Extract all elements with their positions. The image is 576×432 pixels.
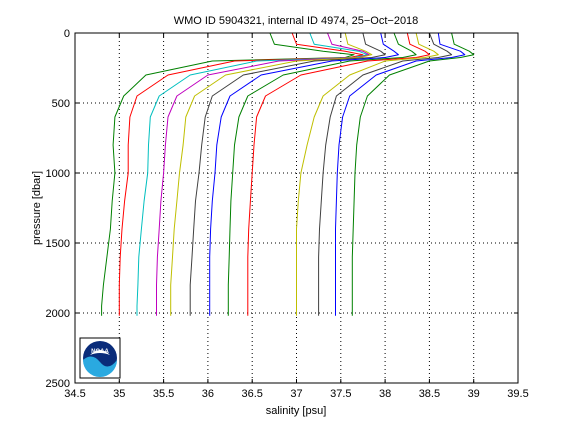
profile-line-3 bbox=[136, 32, 368, 316]
x-tick-label: 38 bbox=[379, 388, 391, 400]
profile-line-7 bbox=[209, 32, 399, 316]
x-tick-label: 38.5 bbox=[419, 388, 440, 400]
noaa-logo-wave bbox=[83, 356, 117, 377]
profile-line-11 bbox=[318, 32, 453, 316]
tick-group bbox=[74, 32, 519, 384]
y-tick-labels: 0 500 1000 1500 2000 2500 bbox=[46, 28, 70, 390]
x-tick-labels: 34.5 35 35.5 36 36.5 37 37.5 38 38.5 39 39.5 bbox=[64, 388, 528, 400]
plot-background bbox=[75, 33, 518, 383]
noaa-logo: NOAA bbox=[79, 337, 121, 379]
noaa-logo-gull bbox=[90, 350, 110, 355]
profile-line-6 bbox=[189, 32, 386, 316]
x-tick-label: 39 bbox=[468, 388, 480, 400]
x-tick-label: 37 bbox=[290, 388, 302, 400]
x-tick-label: 35 bbox=[113, 388, 125, 400]
profile-line-5 bbox=[170, 32, 373, 316]
series-group bbox=[101, 32, 475, 316]
y-tick-label: 1500 bbox=[46, 238, 70, 250]
chart-title: WMO ID 5904321, internal ID 4974, 25−Oct… bbox=[174, 15, 419, 27]
profile-line-10 bbox=[296, 32, 439, 316]
x-tick-label: 34.5 bbox=[64, 388, 85, 400]
y-tick-label: 500 bbox=[52, 98, 70, 110]
noaa-logo-text: NOAA bbox=[91, 349, 109, 355]
x-tick-label: 39.5 bbox=[507, 388, 528, 400]
y-tick-label: 2500 bbox=[46, 378, 70, 390]
profile-line-1 bbox=[101, 32, 355, 316]
x-axis-label: salinity [psu] bbox=[266, 405, 327, 417]
y-tick-label: 1000 bbox=[46, 168, 70, 180]
profile-line-8 bbox=[227, 32, 417, 316]
profile-line-2 bbox=[118, 32, 364, 316]
y-axis-label: pressure [dbar] bbox=[31, 171, 43, 245]
profile-line-13 bbox=[351, 32, 475, 316]
y-tick-label: 2000 bbox=[46, 308, 70, 320]
profile-line-9 bbox=[247, 32, 430, 316]
profile-line-4 bbox=[156, 32, 370, 316]
x-tick-label: 36 bbox=[202, 388, 214, 400]
x-tick-label: 35.5 bbox=[153, 388, 174, 400]
x-tick-label: 36.5 bbox=[241, 388, 262, 400]
profile-line-12 bbox=[335, 32, 466, 316]
x-tick-label: 37.5 bbox=[330, 388, 351, 400]
y-tick-label: 0 bbox=[64, 28, 70, 40]
